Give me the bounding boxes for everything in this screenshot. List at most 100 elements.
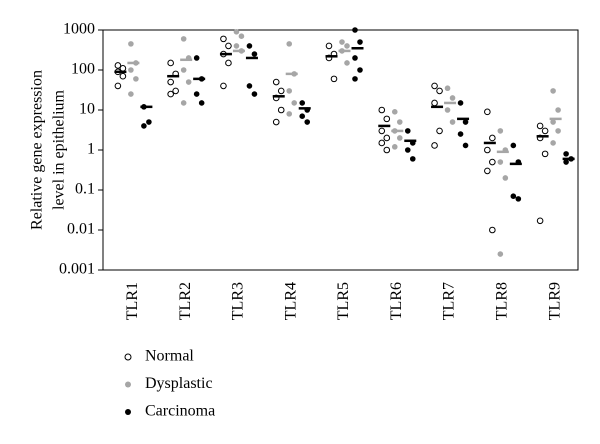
data-point <box>555 107 561 113</box>
data-point <box>193 91 200 97</box>
data-point <box>233 43 240 49</box>
data-point <box>220 35 227 43</box>
data-point <box>119 65 127 72</box>
data-point <box>378 139 386 147</box>
data-point <box>246 43 253 49</box>
y-tick-label: 0.001 <box>59 261 95 278</box>
data-point <box>497 251 504 257</box>
data-point <box>286 41 293 47</box>
data-point <box>325 42 333 50</box>
data-point <box>462 119 469 125</box>
y-axis-label: Relative gene expression <box>29 70 46 230</box>
data-point <box>128 41 134 47</box>
data-point <box>404 147 411 153</box>
y-tick-label: 1 <box>87 141 95 158</box>
data-point <box>502 175 509 181</box>
data-point <box>563 159 569 165</box>
data-point <box>444 107 451 113</box>
data-point <box>497 128 504 134</box>
data-point <box>563 151 569 157</box>
legend-label: Normal <box>145 348 194 365</box>
data-point <box>352 27 358 33</box>
data-point <box>352 76 358 82</box>
data-point <box>536 122 544 130</box>
data-point <box>383 115 391 123</box>
y-tick-label: 0.01 <box>67 221 95 238</box>
data-point <box>352 55 358 61</box>
data-point <box>383 134 391 142</box>
data-point <box>344 43 350 49</box>
data-point <box>357 67 363 73</box>
data-point <box>489 226 496 234</box>
x-tick-label: TLR2 <box>177 282 194 320</box>
data-point <box>431 82 438 90</box>
data-point <box>489 134 496 142</box>
data-point <box>404 128 411 134</box>
data-point <box>510 193 517 199</box>
data-point <box>396 119 403 125</box>
data-point <box>378 106 386 114</box>
data-point <box>286 88 293 94</box>
data-point <box>484 108 491 116</box>
x-tick-label: TLR4 <box>282 282 299 320</box>
data-point <box>220 82 227 90</box>
data-point <box>304 119 311 125</box>
data-point <box>550 140 556 146</box>
data-point <box>541 127 549 135</box>
data-point <box>449 119 456 125</box>
data-point <box>299 100 306 106</box>
data-point <box>133 76 139 82</box>
data-point <box>167 59 174 67</box>
data-point <box>225 59 232 67</box>
x-tick-label: TLR9 <box>546 282 563 320</box>
legend-label: Carcinoma <box>145 403 215 420</box>
legend-label: Dysplastic <box>145 375 213 392</box>
data-point <box>536 217 544 225</box>
data-point <box>167 90 174 98</box>
data-point <box>238 33 245 39</box>
data-point <box>431 99 438 107</box>
data-point <box>272 118 280 126</box>
data-point <box>114 62 122 69</box>
data-point <box>330 75 338 83</box>
data-point <box>286 111 293 117</box>
x-tick-label: TLR6 <box>388 282 405 320</box>
data-point <box>225 42 232 50</box>
data-point <box>146 119 152 125</box>
data-point <box>119 72 127 80</box>
data-point <box>198 100 205 106</box>
data-point <box>141 123 147 129</box>
legend-marker <box>125 381 131 388</box>
data-point <box>484 167 491 175</box>
data-point <box>185 79 192 85</box>
data-point <box>391 144 398 150</box>
y-tick-label: 10 <box>79 101 95 118</box>
data-point <box>128 91 134 97</box>
data-point <box>114 82 122 90</box>
x-tick-label: TLR3 <box>230 282 247 320</box>
legend-marker <box>124 353 132 361</box>
data-point <box>344 60 350 66</box>
y-tick-label: 0.1 <box>75 181 95 198</box>
data-point <box>484 146 491 154</box>
data-point <box>246 83 253 89</box>
data-point <box>378 127 386 135</box>
x-tick-label: TLR5 <box>335 282 352 320</box>
x-tick-label: TLR7 <box>441 282 458 320</box>
data-point <box>409 156 416 162</box>
data-point <box>550 119 556 125</box>
data-point <box>299 113 306 119</box>
y-tick-label: 1000 <box>63 21 95 38</box>
data-point <box>391 109 398 115</box>
y-tick-label: 100 <box>71 61 95 78</box>
data-point <box>396 135 403 141</box>
data-point <box>357 39 363 45</box>
data-point <box>436 127 443 135</box>
data-point <box>251 51 258 57</box>
data-point <box>550 88 556 94</box>
data-point <box>172 87 179 95</box>
data-point <box>436 87 443 95</box>
data-point <box>462 142 469 149</box>
data-point <box>510 142 517 149</box>
